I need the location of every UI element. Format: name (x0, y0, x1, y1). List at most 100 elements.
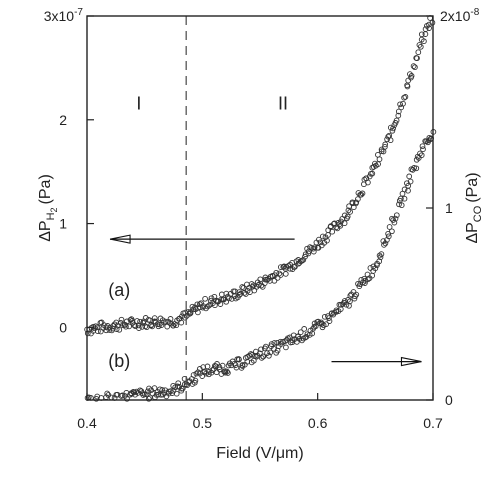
series-0-point (273, 269, 280, 276)
series-0-point (402, 94, 409, 100)
series-0-point (137, 318, 143, 325)
series-0-point (300, 257, 307, 263)
series-0-point (237, 291, 244, 297)
series-0-point (382, 141, 389, 148)
series-0-point (124, 318, 130, 325)
series-0-point (376, 156, 383, 163)
series-0-point (324, 237, 330, 244)
series-0-point (223, 298, 230, 305)
series-1-point (372, 265, 379, 272)
series-1-point (224, 368, 230, 375)
series-1-point (253, 353, 260, 360)
series-1-point (173, 390, 180, 397)
series-1-point (181, 375, 188, 382)
series-1-point (151, 385, 158, 391)
series-1-point (157, 386, 163, 393)
series-0-point (218, 291, 225, 298)
series-1-point (216, 364, 223, 370)
series-1-point (301, 326, 308, 332)
y-right-tick-label-1: 1 (445, 200, 453, 216)
series-0-point (418, 31, 425, 38)
series-0-point (349, 199, 356, 206)
series-1-point (246, 352, 253, 359)
series-1-point (258, 355, 265, 361)
series-1-point (365, 276, 371, 283)
series-1-point (320, 322, 327, 329)
plot-frame (86, 15, 434, 401)
data-points (84, 15, 437, 402)
series-0-point (358, 191, 365, 198)
y-left-top-tick: 3x10-7 (44, 7, 84, 24)
series-1-point (222, 369, 229, 376)
series-0-point (415, 49, 422, 56)
series-0-point (347, 209, 353, 215)
series-1-point (268, 341, 275, 347)
series-0-point (426, 25, 432, 31)
series-1-point (386, 224, 393, 230)
series-0-point (345, 207, 352, 214)
series-0-point (395, 108, 402, 115)
series-0-point (417, 43, 424, 50)
series-0-point (277, 272, 284, 278)
series-0-point (116, 326, 123, 333)
y-left-tick-label-1: 1 (59, 216, 67, 232)
series-1-point (352, 293, 358, 300)
series-1-point (343, 301, 350, 308)
arrow-head-1 (400, 356, 422, 367)
series-1-point (347, 298, 353, 305)
series-1-point (144, 388, 151, 395)
series-0-point (136, 325, 142, 331)
series-1-point (401, 195, 408, 202)
series-0-point (302, 251, 309, 258)
series-1-point (398, 202, 405, 209)
series-1-point (417, 150, 423, 157)
series-0-point (389, 127, 396, 134)
series-1-point (236, 356, 242, 363)
series-0-point (387, 137, 394, 144)
series-1-point (213, 369, 220, 376)
series-0-point (344, 213, 351, 220)
series-0-point (329, 228, 336, 235)
series-0-point (317, 239, 324, 246)
series-1-point (401, 186, 408, 193)
series-1-point (193, 370, 200, 377)
series-0-point (302, 253, 308, 260)
series-1-point (382, 240, 389, 247)
series-0-point (123, 323, 129, 330)
series-0-point (202, 295, 208, 302)
series-0-point (151, 315, 158, 321)
series-1-point (190, 372, 197, 378)
x-tick-label-1: 0.5 (193, 415, 213, 431)
series-1-point (407, 178, 414, 185)
series-0-point (393, 117, 400, 124)
series-0-point (292, 263, 298, 270)
series-1-point (119, 392, 126, 399)
x-tick-label-2: 0.6 (308, 415, 328, 431)
series-0-point (369, 170, 376, 177)
series-1-point (319, 321, 325, 327)
series-0-point (375, 161, 381, 167)
series-1-point (262, 343, 269, 350)
series-1-point (274, 339, 281, 346)
series-1-point (258, 346, 264, 353)
series-0-point (414, 55, 420, 62)
series-0-point (404, 83, 411, 90)
series-1-point (124, 395, 130, 402)
series-1-point (381, 242, 387, 248)
series-1-point (420, 146, 426, 153)
series-1-point (326, 318, 333, 324)
series-1-point (271, 340, 278, 346)
series-1-point (326, 315, 332, 321)
series-1-point (385, 230, 391, 237)
series-1-point (225, 370, 231, 376)
series-0-point (397, 101, 403, 108)
series-0-point (208, 295, 215, 302)
text-labels: 3x10-7 2x10-8 Field (V/μm) ΔPH2(Pa) ΔPCO… (37, 7, 484, 462)
y-left-tick-label-2: 2 (59, 112, 67, 128)
series-1-point (411, 165, 417, 171)
series-1-point (203, 370, 209, 377)
series-0-point (257, 276, 264, 283)
series-label-0: (a) (108, 280, 130, 300)
series-0-point (84, 330, 91, 337)
